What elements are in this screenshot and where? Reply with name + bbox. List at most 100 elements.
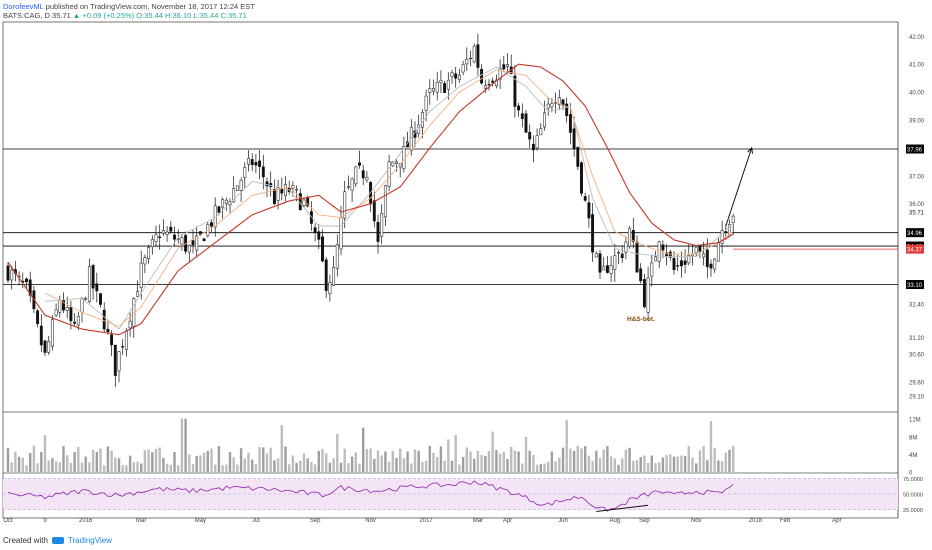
candle-body: [143, 257, 147, 265]
candle-body: [169, 226, 173, 232]
volume-bar: [702, 445, 705, 472]
candle-body: [568, 114, 572, 133]
volume-bar: [550, 451, 554, 472]
candle-body: [572, 128, 576, 149]
volume-bar: [95, 451, 98, 472]
x-axis-tick-label: Aug: [609, 518, 620, 524]
x-axis-tick-label: 2016: [79, 518, 93, 524]
candle-body: [95, 283, 99, 292]
volume-bar: [339, 462, 343, 472]
volume-bar: [439, 446, 443, 472]
volume-bar: [343, 448, 346, 472]
candle-body: [702, 253, 706, 258]
level-tag-bg: [906, 228, 924, 238]
ma-gray-line: [44, 66, 734, 330]
candle-body: [62, 299, 65, 311]
volume-bar: [310, 462, 313, 472]
candle-body: [76, 316, 80, 326]
candle-body: [450, 72, 454, 77]
level-tag-bg: [906, 280, 924, 290]
horizontal-level-tag: 37.96: [906, 144, 924, 154]
candle-body: [354, 166, 358, 185]
candle-body: [180, 237, 184, 245]
up-triangle-icon: ▲: [72, 11, 81, 20]
volume-bar: [535, 464, 539, 472]
rsi-axis-tick-label: 50.0000: [903, 493, 923, 499]
x-axis-tick-label: Nov: [691, 518, 702, 524]
volume-bar: [661, 457, 665, 472]
volume-bar: [302, 453, 306, 472]
candle-body: [117, 351, 121, 372]
tradingview-logo-icon: [51, 537, 64, 544]
candle-body: [317, 231, 321, 240]
candle-body: [539, 128, 543, 136]
volume-bar: [84, 456, 87, 472]
volume-bar: [165, 463, 169, 472]
volume-bar: [683, 456, 687, 472]
volume-bar: [450, 460, 454, 472]
volume-bar: [617, 464, 620, 472]
rsi-axis-tick-label: 25.0000: [903, 508, 923, 514]
candle-body: [624, 241, 628, 253]
candle-body: [550, 103, 554, 108]
candle-body: [498, 68, 502, 80]
volume-bar: [632, 460, 635, 472]
level-tag-bg: [906, 144, 924, 154]
author-link[interactable]: DorofeevML: [3, 2, 44, 11]
x-axis-tick-label: Mar: [136, 518, 146, 524]
x-axis-tick-label: Jun: [558, 518, 568, 524]
candle-body: [121, 346, 125, 348]
candle-body: [99, 293, 102, 305]
volume-bar: [517, 451, 520, 472]
candle-body: [531, 143, 535, 151]
volume-bar: [328, 462, 332, 472]
volume-bar: [284, 446, 287, 472]
volume-bar: [447, 439, 450, 472]
candle-body: [609, 265, 613, 274]
candle-body: [239, 180, 243, 191]
candle-body: [642, 279, 646, 308]
volume-bar: [672, 456, 676, 472]
candle-body: [339, 216, 343, 250]
hs-bottom-annotation: H&S-bot.: [627, 316, 655, 323]
volume-bar: [91, 449, 95, 472]
volume-bar: [114, 457, 117, 472]
level-tag-label: 34.96: [907, 231, 923, 237]
volume-bar: [291, 455, 295, 472]
volume-bar: [66, 455, 69, 472]
candle-body: [387, 161, 391, 187]
candle-body: [191, 240, 195, 246]
volume-bar: [202, 452, 206, 472]
candle-body: [628, 228, 632, 247]
volume-bar: [387, 461, 391, 472]
candle-body: [321, 236, 324, 262]
candle-body: [694, 247, 698, 254]
volume-bar: [151, 452, 154, 472]
volume-bar: [358, 463, 361, 472]
candle-body: [65, 307, 69, 311]
volume-bar: [173, 452, 176, 472]
volume-bar: [473, 458, 476, 472]
projection-arrow-line: [725, 147, 753, 227]
volume-bar: [491, 431, 494, 472]
ma-orange-line: [44, 69, 734, 327]
candle-body: [506, 64, 509, 67]
candle-body: [557, 97, 561, 105]
volume-bar: [695, 463, 698, 472]
volume-bar: [269, 447, 272, 472]
volume-bar: [606, 446, 609, 472]
tradingview-brand[interactable]: TradingView: [67, 536, 112, 545]
candle-body: [543, 112, 546, 128]
candle-body: [39, 325, 43, 346]
candle-body: [731, 215, 735, 223]
volume-bar: [225, 464, 228, 472]
level-tag-label: 37.96: [907, 147, 923, 153]
volume-bar: [635, 460, 639, 472]
volume-bar: [587, 455, 591, 472]
volume-bar: [376, 450, 380, 472]
volume-bar: [624, 449, 628, 472]
candle-body: [365, 176, 369, 181]
x-axis-tick-label: Sep: [310, 518, 321, 524]
candle-body: [36, 310, 40, 324]
